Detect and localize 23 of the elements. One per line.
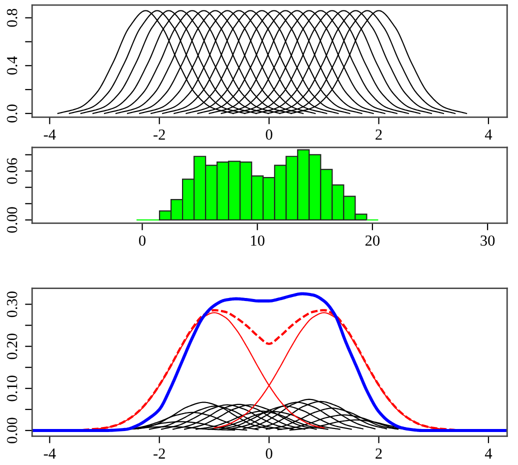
y-tick-label: 0.06 [6,158,18,184]
x-tick-label: -4 [44,448,56,459]
x-tick-label: -2 [154,448,165,459]
x-tick-label: 0 [266,129,272,140]
x-tick-label: -2 [154,129,165,140]
y-tick-label: 0.0 [6,104,18,122]
x-tick-label: 10 [251,235,264,246]
y-tick-label: 0.00 [6,418,18,444]
y-tick-label: 0.10 [6,376,18,402]
x-tick-label: 4 [484,130,492,140]
x-tick-label: -4 [44,130,56,140]
y-tick-label: 0.4 [6,56,18,75]
x-tick-label: 2 [376,129,382,140]
y-tick-label: 0.8 [6,8,18,27]
y-tick-label: 0.00 [6,207,18,233]
y-tick-label: 0.30 [6,292,18,318]
x-tick-label: 30 [480,235,495,246]
x-tick-label: 2 [376,448,382,459]
x-tick-label: 0 [139,235,146,246]
x-tick-label: 0 [266,448,272,459]
x-tick-label: 4 [484,448,492,459]
x-tick-label: 20 [365,235,380,246]
y-tick-label: 0.20 [6,334,18,360]
